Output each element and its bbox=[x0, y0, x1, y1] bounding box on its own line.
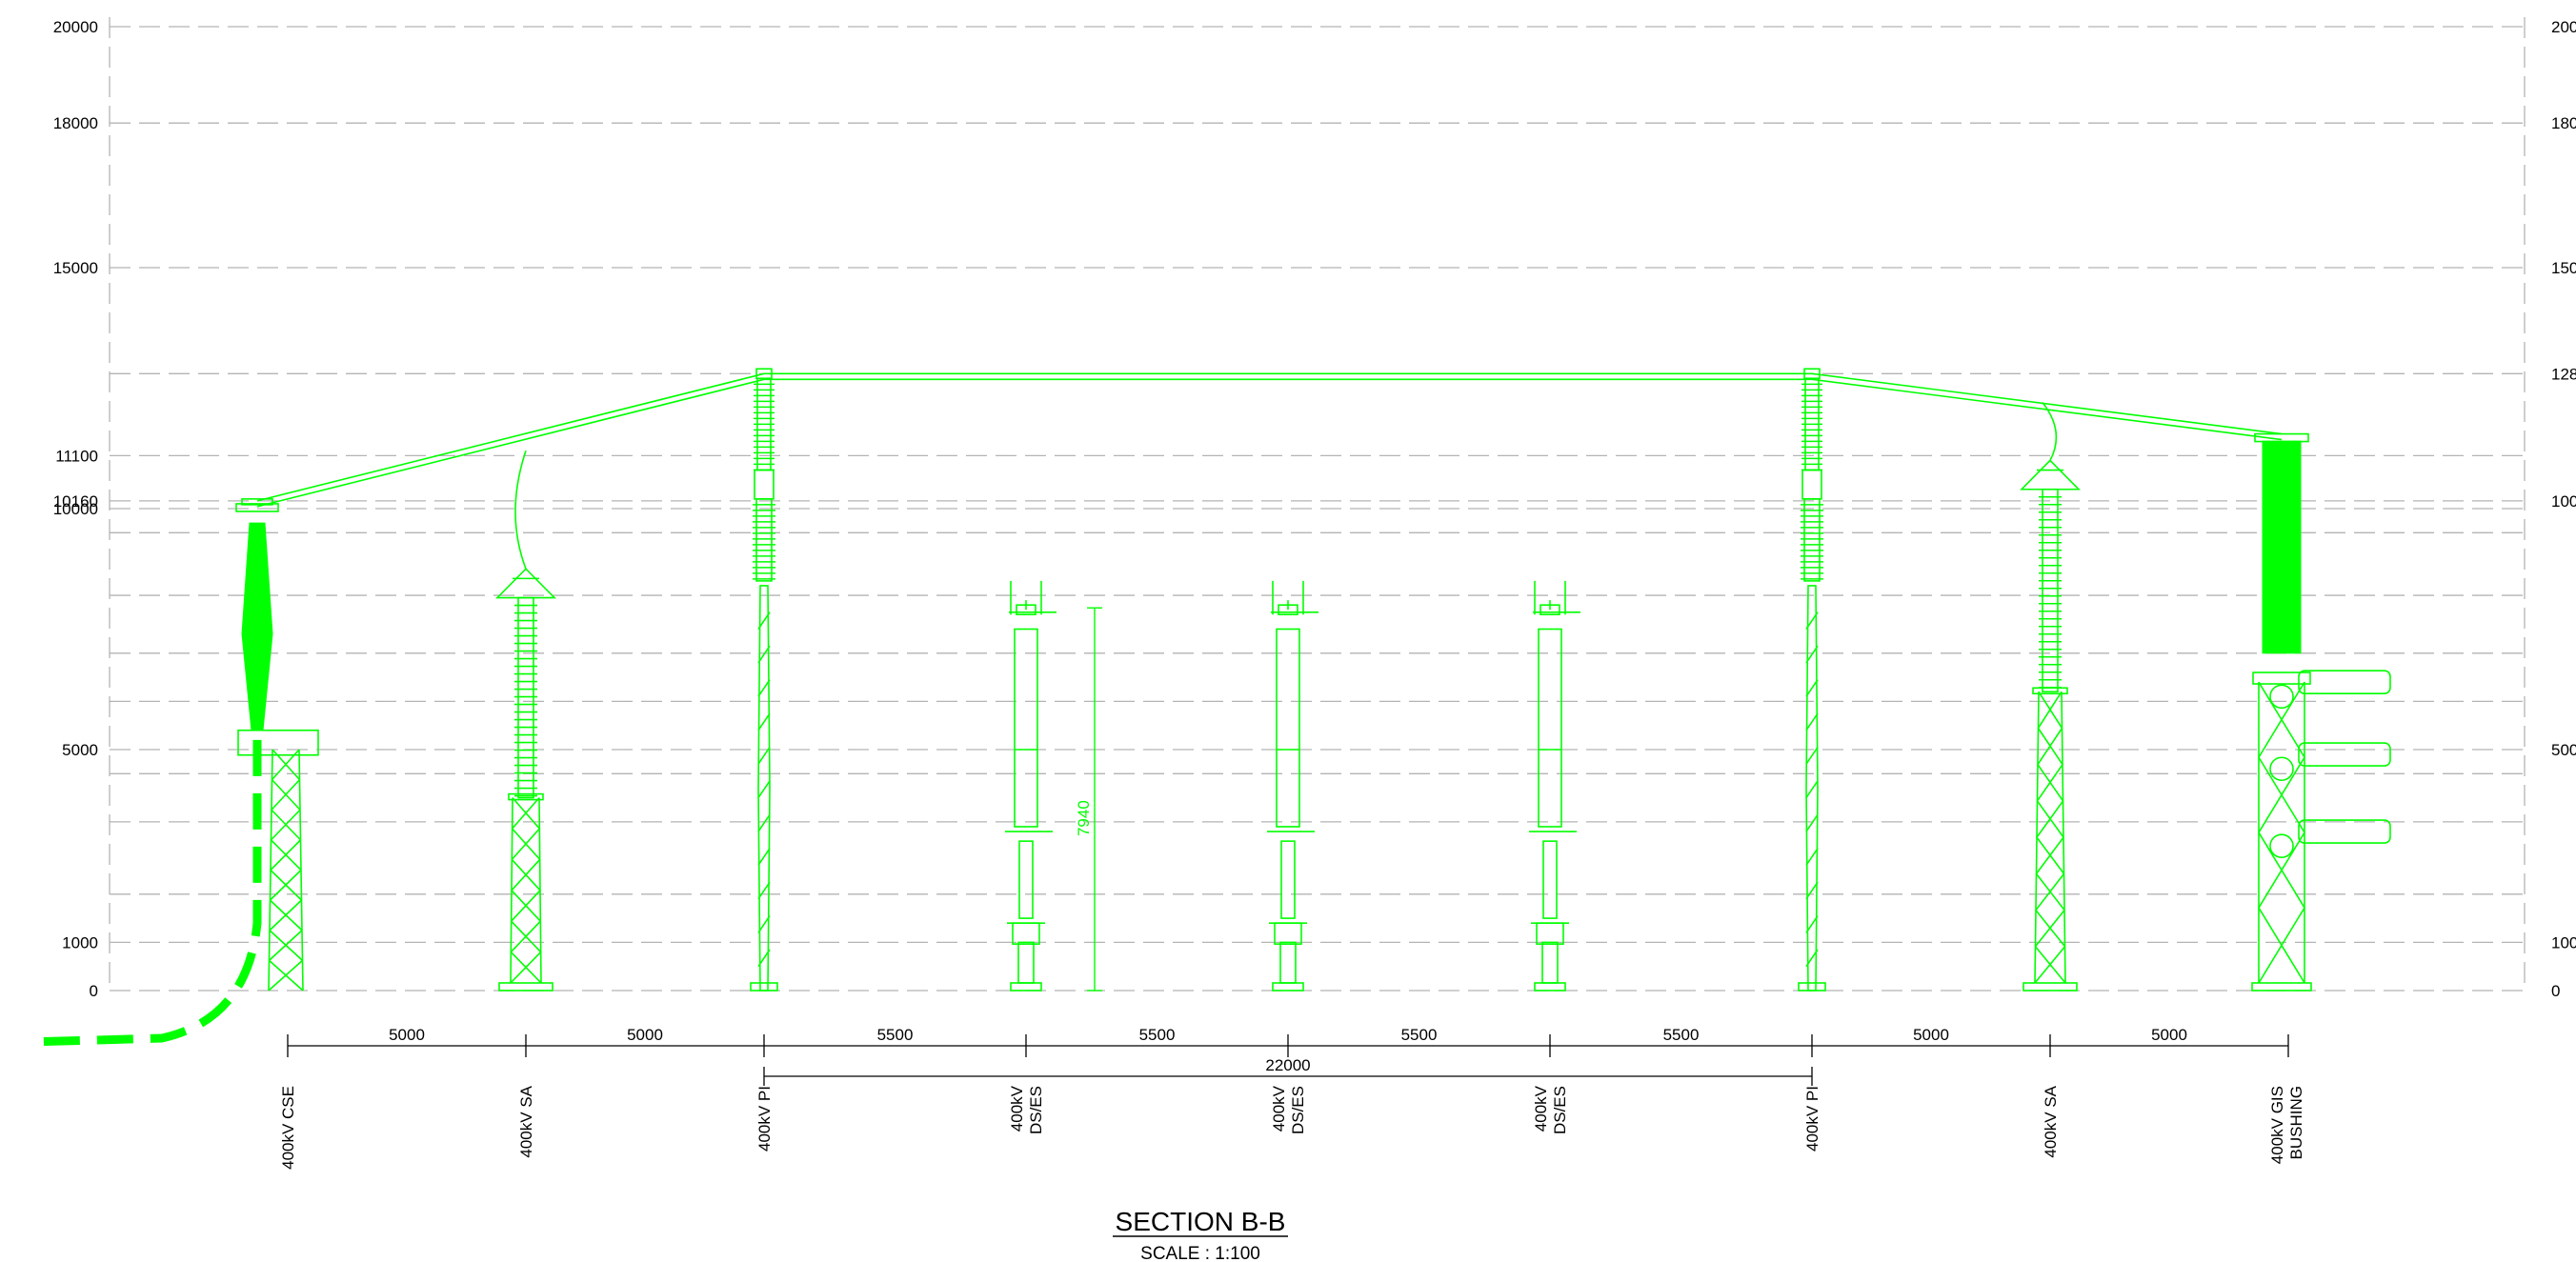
equipment-label: 400kV bbox=[1008, 1085, 1026, 1132]
bay-dimension-label: 5500 bbox=[877, 1026, 914, 1044]
scale-label: SCALE : 1:100 bbox=[1140, 1244, 1260, 1262]
level-label-right: 150 bbox=[2551, 259, 2576, 277]
level-label-left: 5000 bbox=[62, 741, 98, 759]
level-label-left: 1000 bbox=[62, 933, 98, 952]
equipment-sa-7 bbox=[2020, 459, 2081, 992]
overhead-conductor-lower bbox=[256, 378, 2283, 508]
level-grid: 2000018000150001110010160100005000100002… bbox=[53, 17, 2576, 1000]
equipment-label: 400kV PI bbox=[1803, 1086, 1821, 1152]
equipment-pi-6 bbox=[1798, 368, 1826, 992]
level-label-right: 200 bbox=[2551, 18, 2576, 36]
equipment-label: DS/ES bbox=[1551, 1086, 1569, 1134]
overall-dimension-label: 22000 bbox=[1265, 1056, 1310, 1074]
equipment-label: 400kV PI bbox=[755, 1086, 774, 1152]
equipment-label: 400kV SA bbox=[2042, 1085, 2060, 1157]
section-title: SECTION B-B bbox=[1116, 1207, 1286, 1236]
equipment-label: 400kV bbox=[1532, 1085, 1550, 1132]
level-label-left: 11100 bbox=[55, 447, 98, 465]
equipment-label: 400kV bbox=[1270, 1085, 1288, 1132]
level-label-left: 10160 bbox=[53, 492, 98, 511]
equipment-dses-5 bbox=[1529, 580, 1580, 992]
conductor-layer bbox=[256, 372, 2283, 570]
bay-dimension-label: 5500 bbox=[1663, 1026, 1700, 1044]
level-label-right: 500 bbox=[2551, 741, 2576, 759]
level-label-left: 18000 bbox=[53, 114, 98, 132]
dropper-sa-left bbox=[514, 451, 527, 570]
level-label-right: 100 bbox=[2551, 492, 2576, 511]
dropper-sa-right bbox=[2042, 402, 2058, 461]
equipment-dses-3 bbox=[1005, 580, 1057, 992]
equipment-dses-4 bbox=[1267, 580, 1318, 992]
level-label-right: 100 bbox=[2551, 933, 2576, 952]
bay-dimension-label: 5000 bbox=[1913, 1026, 1949, 1044]
level-label-left: 15000 bbox=[53, 259, 98, 277]
equipment-labels: 400kV CSE 400kV SA 400kV PI 400kV DS/ES 400kV… bbox=[279, 1085, 2305, 1170]
level-label-left: 10000 bbox=[53, 500, 98, 518]
equipment-cse-0 bbox=[28, 498, 319, 1047]
equipment-layer bbox=[28, 368, 2391, 1047]
bay-dimension-label: 5500 bbox=[1401, 1026, 1438, 1044]
equipment-label: BUSHING bbox=[2287, 1086, 2305, 1159]
equipment-gis-8 bbox=[2251, 432, 2391, 992]
equipment-label: DS/ES bbox=[1027, 1086, 1045, 1134]
vertical-dimension-label: 7940 bbox=[1075, 800, 1093, 836]
level-label-left: 20000 bbox=[53, 18, 98, 36]
equipment-sa-1 bbox=[495, 568, 556, 992]
equipment-label: DS/ES bbox=[1289, 1086, 1307, 1134]
equipment-pi-2 bbox=[750, 368, 778, 992]
dimension-layer: 5000 5000 5500 5500 5500 5500 5000 5000 22000 794… bbox=[287, 607, 2289, 1086]
equipment-label: 400kV GIS bbox=[2268, 1086, 2286, 1164]
level-label-right: 128 bbox=[2551, 365, 2576, 383]
bay-dimension-label: 5000 bbox=[389, 1026, 425, 1044]
equipment-label: 400kV CSE bbox=[279, 1086, 297, 1170]
bay-dimension-label: 5500 bbox=[1139, 1026, 1176, 1044]
bay-dimension-label: 5000 bbox=[2151, 1026, 2187, 1044]
equipment-label: 400kV SA bbox=[517, 1085, 535, 1157]
overhead-conductor bbox=[256, 372, 2283, 502]
level-label-right: 180 bbox=[2551, 114, 2576, 132]
level-label-right: 0 bbox=[2551, 982, 2560, 1000]
bay-dimension-label: 5000 bbox=[627, 1026, 663, 1044]
drawing-title-block: SECTION B-B SCALE : 1:100 bbox=[1113, 1207, 1288, 1262]
level-label-left: 0 bbox=[90, 982, 98, 1000]
